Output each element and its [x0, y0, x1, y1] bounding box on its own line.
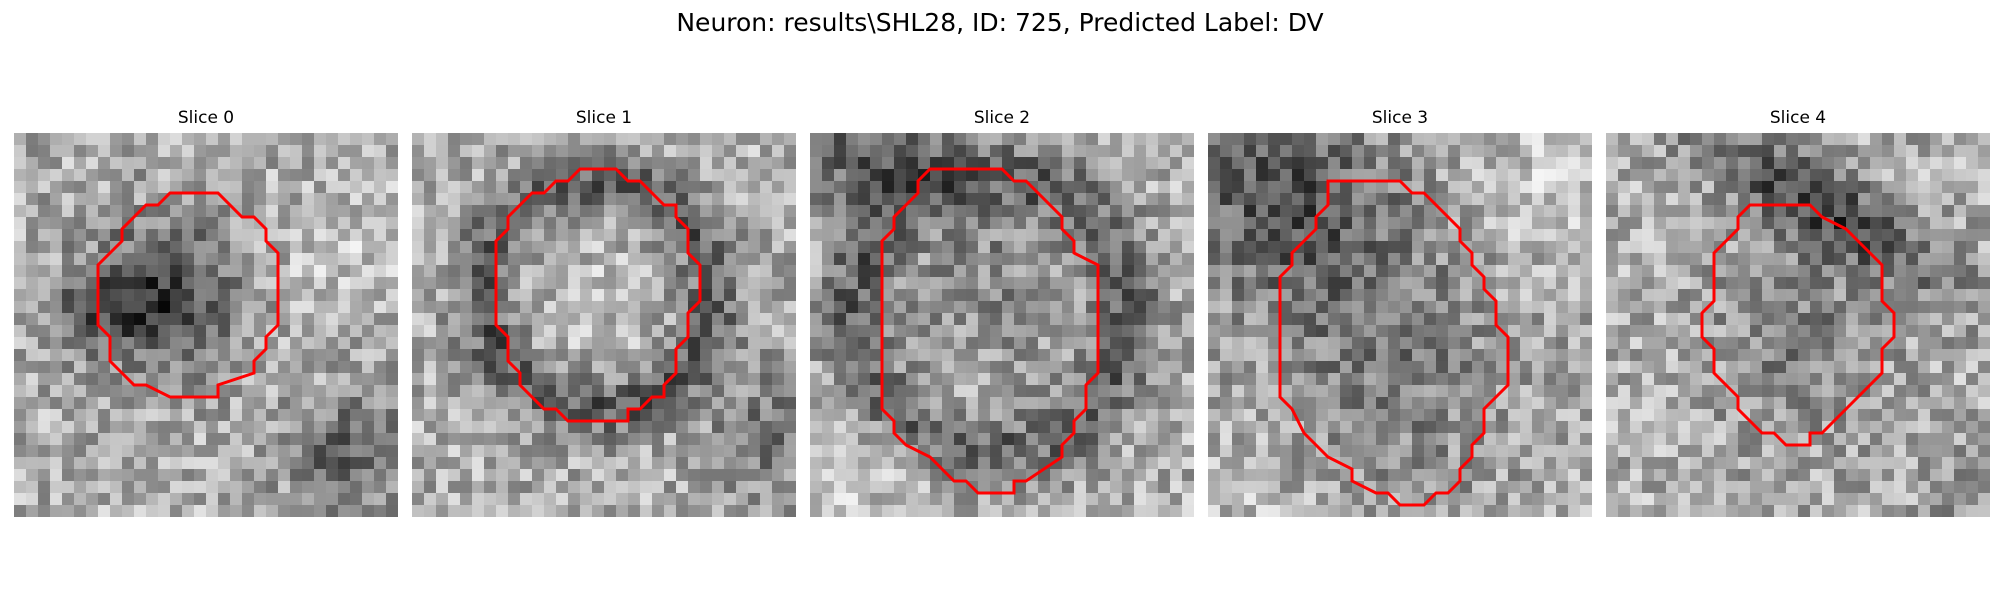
slice-panel-1: Slice 1	[412, 104, 796, 517]
figure-title: Neuron: results\SHL28, ID: 725, Predicte…	[676, 8, 1324, 37]
image-pixels	[14, 133, 398, 517]
slice-image-1	[412, 133, 796, 517]
slice-image-2	[810, 133, 1194, 517]
slice-title-1: Slice 1	[575, 108, 633, 128]
neuron-contour	[880, 167, 1100, 495]
slice-panel-2: Slice 2	[810, 104, 1194, 517]
neuron-contour	[1278, 179, 1510, 507]
slice-title-3: Slice 3	[1371, 108, 1429, 128]
slice-title-4: Slice 4	[1769, 108, 1827, 128]
slice-title-2: Slice 2	[973, 108, 1031, 128]
slice-panel-0: Slice 0	[14, 104, 398, 517]
image-pixels	[1606, 133, 1990, 517]
neuron-contour	[96, 191, 280, 399]
image-pixels	[412, 133, 796, 517]
slice-image-0	[14, 133, 398, 517]
neuron-contour	[1700, 203, 1896, 447]
slice-title-0: Slice 0	[177, 108, 235, 128]
slice-image-4	[1606, 133, 1990, 517]
slice-panel-3: Slice 3	[1208, 104, 1592, 517]
slice-panel-4: Slice 4	[1606, 104, 1990, 517]
slice-image-3	[1208, 133, 1592, 517]
neuron-contour	[494, 167, 702, 423]
image-pixels	[1208, 133, 1592, 517]
image-pixels	[810, 133, 1194, 517]
